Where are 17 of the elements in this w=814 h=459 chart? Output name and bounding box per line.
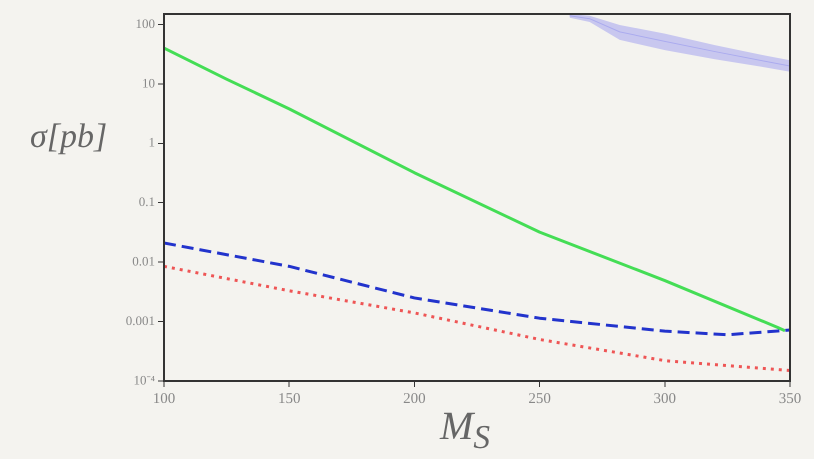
y-tick-label: 10⁻⁴ [133,372,156,388]
line-series [164,242,790,336]
line-series [164,264,790,372]
x-tick-label: 350 [778,390,802,407]
x-tick-label: 200 [403,390,426,407]
y-tick-label: 1 [148,134,155,150]
y-tick-label: 10 [142,75,155,90]
y-tick-label: 0.001 [126,313,155,328]
y-tick-label: 0.01 [132,254,155,269]
x-tick-label: 300 [654,390,676,407]
x-tick-label: 150 [278,390,300,407]
y-tick-label: 100 [136,16,155,31]
x-tick-label: 250 [528,390,551,407]
y-tick-label: 0.1 [138,194,155,210]
x-axis-title: M$_{S}$ [440,402,490,457]
x-tick-label: 100 [152,390,176,407]
y-axis-title: σ[pb] [30,118,108,156]
